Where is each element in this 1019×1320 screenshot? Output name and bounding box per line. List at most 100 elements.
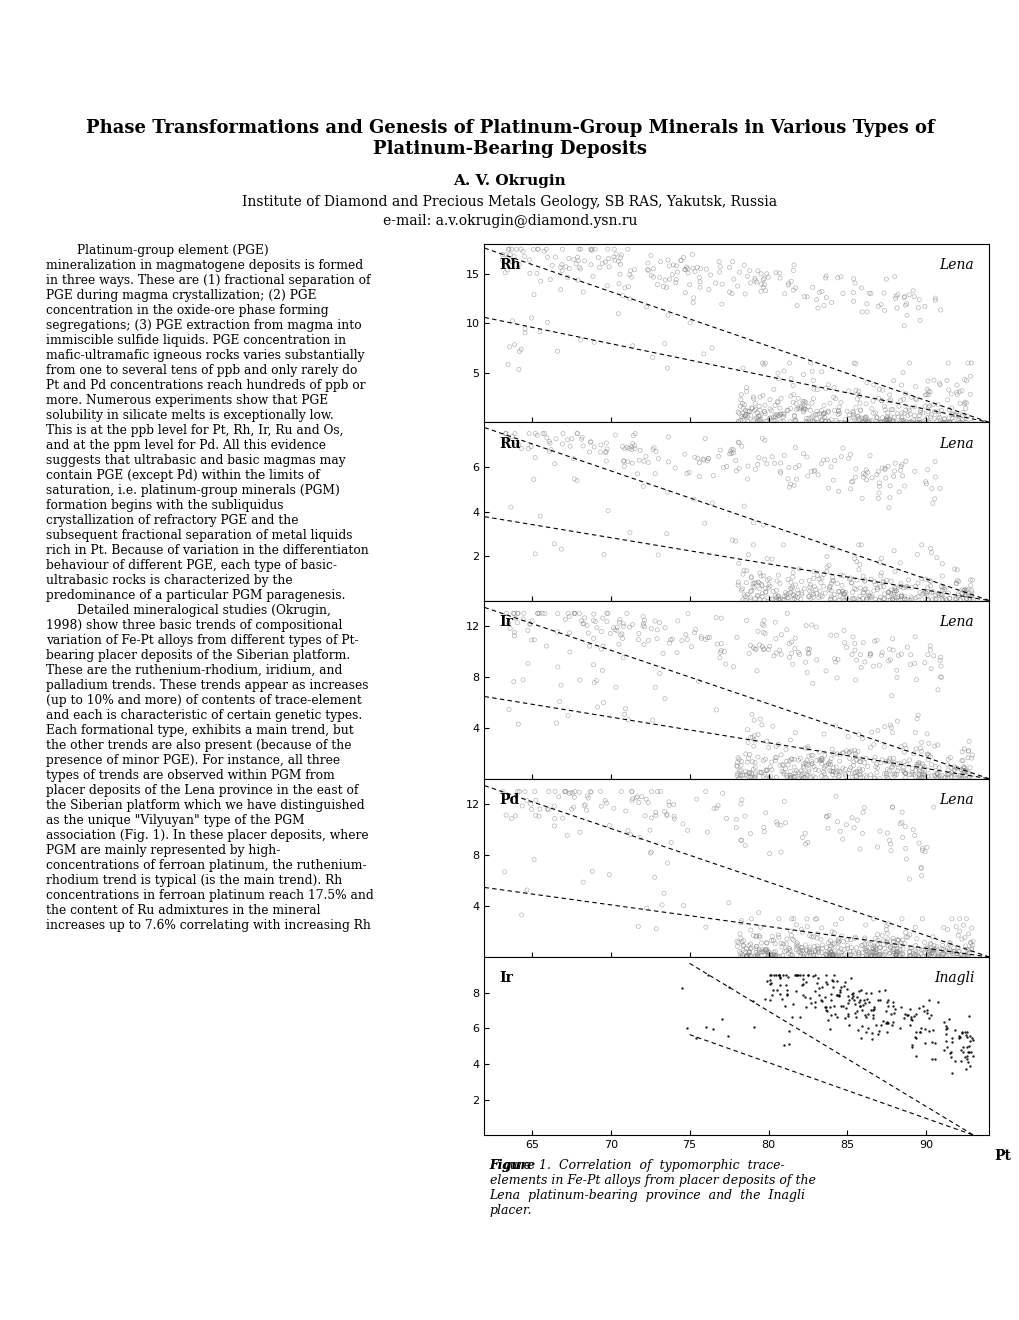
Point <box>597 441 613 462</box>
Point <box>797 997 813 1018</box>
Point <box>862 764 878 785</box>
Point <box>747 758 763 779</box>
Point <box>807 578 823 599</box>
Point <box>886 540 902 561</box>
Point <box>623 440 639 461</box>
Point <box>743 908 759 929</box>
Point <box>867 940 883 961</box>
Point <box>922 659 938 680</box>
Point <box>785 929 801 950</box>
Point <box>497 422 514 444</box>
Point <box>751 387 767 408</box>
Point <box>531 321 547 342</box>
Point <box>622 260 638 281</box>
Point <box>770 589 787 610</box>
Point <box>932 667 949 688</box>
Point <box>745 730 761 751</box>
Point <box>904 820 920 841</box>
Point <box>753 576 769 597</box>
Point <box>821 931 838 952</box>
Point <box>870 945 887 966</box>
Point <box>865 936 881 957</box>
Point <box>880 384 897 405</box>
Point <box>883 763 900 784</box>
Point <box>866 942 882 964</box>
Point <box>907 1045 923 1067</box>
Point <box>843 644 859 665</box>
Point <box>766 945 783 966</box>
Point <box>821 944 838 965</box>
Point <box>773 965 790 986</box>
Point <box>798 754 814 775</box>
Point <box>962 932 978 953</box>
Point <box>713 783 730 804</box>
Point <box>870 655 887 676</box>
Point <box>857 748 873 770</box>
Point <box>776 758 793 779</box>
Point <box>892 932 908 953</box>
Point <box>757 803 773 824</box>
Point <box>830 941 847 962</box>
Point <box>856 993 872 1014</box>
Point <box>851 392 867 413</box>
Point <box>877 1012 894 1034</box>
Point <box>810 742 826 763</box>
Point <box>830 981 847 1002</box>
Point <box>952 768 968 789</box>
Point <box>745 409 761 430</box>
Point <box>812 748 828 770</box>
Point <box>534 603 550 624</box>
Point <box>888 941 904 962</box>
Point <box>750 396 766 417</box>
Point <box>944 762 960 783</box>
Point <box>767 628 784 649</box>
Point <box>960 923 976 944</box>
Point <box>763 759 780 780</box>
Point <box>853 301 869 322</box>
Point <box>866 937 882 958</box>
Point <box>907 1022 923 1043</box>
Point <box>782 767 798 788</box>
Point <box>865 768 881 789</box>
Point <box>953 742 969 763</box>
Point <box>734 564 750 585</box>
Point <box>731 432 747 453</box>
Point <box>862 411 878 432</box>
Point <box>707 797 723 818</box>
Point <box>956 585 972 606</box>
Point <box>756 395 772 416</box>
Point <box>829 649 846 671</box>
Point <box>958 1026 974 1047</box>
Point <box>822 1005 839 1026</box>
Point <box>851 577 867 598</box>
Point <box>823 921 840 942</box>
Point <box>570 249 586 271</box>
Point <box>848 569 864 590</box>
Point <box>745 388 761 409</box>
Point <box>845 751 861 772</box>
Point <box>953 750 969 771</box>
Point <box>801 941 817 962</box>
Point <box>881 389 898 411</box>
Point <box>913 731 929 752</box>
Point <box>883 411 900 432</box>
Point <box>783 271 799 292</box>
Point <box>817 286 834 308</box>
Point <box>746 767 762 788</box>
Point <box>946 404 962 425</box>
Point <box>899 1005 915 1026</box>
Point <box>820 577 837 598</box>
Point <box>828 668 845 689</box>
Point <box>797 752 813 774</box>
Point <box>576 251 592 272</box>
Point <box>846 741 862 762</box>
Point <box>767 979 784 1001</box>
Point <box>691 272 707 293</box>
Point <box>796 578 812 599</box>
Point <box>960 1041 976 1063</box>
Point <box>660 269 677 290</box>
Point <box>918 459 934 480</box>
Point <box>501 618 518 639</box>
Point <box>855 797 871 818</box>
Point <box>819 817 836 838</box>
